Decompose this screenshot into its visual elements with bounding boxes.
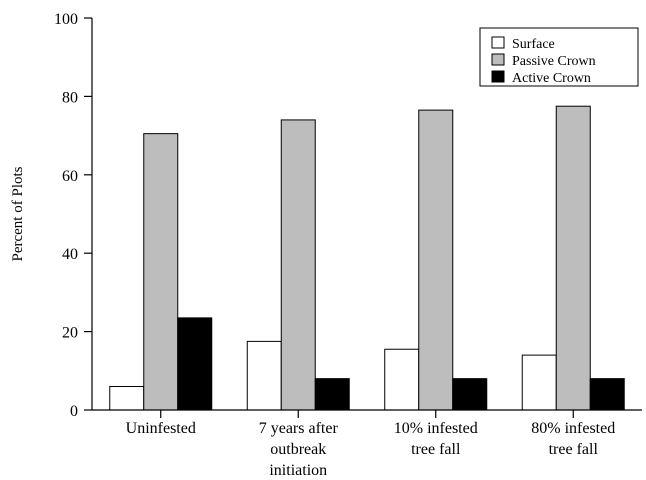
x-tick-label-line: 80% infested [531,420,615,437]
bar-active-crown [177,317,213,411]
bar-passive-crown [555,105,591,411]
x-tick-label-line: tree fall [549,441,599,458]
y-tick-label: 0 [70,403,78,420]
bar-surface [521,354,557,411]
bar-active-crown [589,378,625,411]
y-axis: 0 20 40 60 80 100 [54,11,93,420]
legend-swatch [491,53,505,66]
legend: Surface Passive Crown Active Crown [479,27,639,87]
x-tick-label-line: initiation [269,462,327,479]
y-axis-title: Percent of Plots [10,166,26,261]
legend-label: Surface [512,37,555,52]
x-tick-label-line: tree fall [411,441,461,458]
legend-box [479,27,639,87]
bar-surface [384,348,420,411]
x-tick-label: 80% infested tree fall [531,420,615,458]
x-tick-label-line: 7 years after [259,420,339,437]
bar-active-crown [452,378,488,411]
legend-label: Active Crown [512,71,591,86]
bar-surface [246,340,282,411]
x-tick-label: 10% infested tree fall [394,420,478,458]
legend-swatch [491,36,505,49]
bar-active-crown [314,378,350,411]
bar-surface [109,385,145,411]
y-tick-label: 40 [62,246,78,263]
y-tick-label: 20 [62,325,78,342]
x-tick-label: Uninfested [126,420,196,437]
y-tick-label: 80 [62,89,78,106]
plot-area [109,105,625,411]
x-axis: Uninfested 7 years after outbreak initiatio… [92,409,642,479]
x-tick-label-line: Uninfested [126,420,196,437]
y-tick-label: 100 [54,11,78,28]
bar-passive-crown [418,109,454,411]
y-tick-label: 60 [62,168,78,185]
bar-passive-crown [280,119,316,411]
bar-passive-crown [143,133,179,411]
x-tick-label-line: outbreak [270,441,326,458]
legend-label: Passive Crown [512,54,596,69]
x-tick-label: 7 years after outbreak initiation [259,420,339,479]
x-tick-label-line: 10% infested [394,420,478,437]
legend-swatch [491,70,505,83]
